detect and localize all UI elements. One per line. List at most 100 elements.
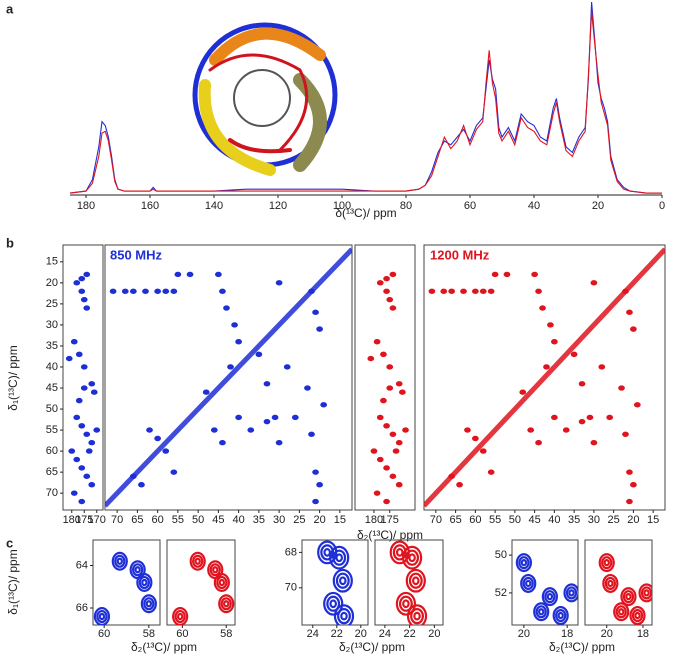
contour-peak <box>329 545 350 570</box>
contour-peak <box>557 611 564 620</box>
peak <box>316 482 323 488</box>
peak <box>402 427 409 433</box>
x-tick-label: 175 <box>75 514 93 526</box>
y-tick-label: 35 <box>46 340 58 352</box>
contour-peak <box>601 556 613 570</box>
peak <box>386 364 394 370</box>
x-tick-label: 20 <box>313 514 325 526</box>
plot-body <box>389 540 428 625</box>
x-tick-label: 58 <box>143 628 155 640</box>
peak <box>219 288 226 294</box>
peak <box>527 427 535 433</box>
contour-peak <box>98 612 106 621</box>
x-tick-label: 35 <box>568 514 580 526</box>
contour-peak <box>402 599 410 609</box>
peak <box>386 385 394 391</box>
peak <box>65 355 73 362</box>
ribbon <box>233 69 291 127</box>
plot-body <box>424 247 665 508</box>
plot-body <box>70 2 662 194</box>
peak <box>154 288 161 294</box>
plot-frame <box>374 539 444 626</box>
contour-peak <box>114 554 126 568</box>
peak <box>78 498 86 505</box>
peak <box>219 439 226 446</box>
peak <box>535 439 542 446</box>
contour-peak <box>140 594 157 614</box>
peak <box>472 435 479 442</box>
peak <box>235 414 242 421</box>
contour-peak <box>335 553 343 563</box>
x-tick-label: 30 <box>588 514 600 526</box>
contour-peak <box>329 599 337 609</box>
peak <box>88 439 96 446</box>
x-tick-label: 120 <box>269 200 287 212</box>
y-tick-label: 64 <box>76 559 88 571</box>
chart: 24 22 20 <box>374 539 444 640</box>
contour-peak <box>520 559 528 567</box>
contour-peak <box>408 553 416 563</box>
peak <box>464 427 471 433</box>
peak <box>70 490 78 496</box>
plot-body <box>105 247 352 508</box>
contour-peak <box>563 583 578 603</box>
contour-peak <box>625 593 632 601</box>
contour-peak <box>405 549 420 566</box>
peak <box>622 431 629 437</box>
y-tick-label: 20 <box>46 277 58 289</box>
contour-peak <box>640 586 652 600</box>
peak <box>129 288 137 294</box>
peak <box>78 423 86 429</box>
plot-frame <box>511 539 579 626</box>
peak <box>223 305 230 311</box>
protein-illustration <box>192 22 338 176</box>
diagonal <box>105 247 352 508</box>
peak <box>80 296 88 303</box>
peak <box>395 482 403 488</box>
x-tick-label: 60 <box>176 628 188 640</box>
contour-peak <box>189 551 206 571</box>
x-tick-label: 180 <box>365 514 383 526</box>
peak <box>383 288 390 294</box>
x-axis-label: δ₂(¹³C)/ ppm <box>339 640 405 654</box>
peak <box>395 439 403 446</box>
peak <box>367 355 375 362</box>
x-tick-label: 18 <box>637 628 649 640</box>
panel-label: b <box>6 235 14 250</box>
y-tick-label: 45 <box>46 382 58 394</box>
x-tick-label: 24 <box>379 628 391 640</box>
x-tick-label: 15 <box>334 514 346 526</box>
spectrum-line <box>70 2 662 194</box>
x-tick-label: 65 <box>449 514 461 526</box>
peak <box>170 288 178 294</box>
contour-peak <box>520 573 537 593</box>
contour-peak <box>96 609 108 624</box>
x-tick-label: 60 <box>464 200 476 212</box>
x-tick-label: 60 <box>469 514 481 526</box>
y-tick-label: 50 <box>46 403 58 415</box>
x-axis-label: δ(¹³C)/ ppm <box>335 206 396 220</box>
peak <box>90 389 98 395</box>
peak <box>590 280 598 286</box>
contour-peak <box>335 572 350 589</box>
plot-frame <box>62 244 104 511</box>
plot-body <box>317 540 355 625</box>
x-tick-label: 20 <box>355 628 367 640</box>
peak <box>83 431 91 437</box>
peak <box>373 339 381 345</box>
peak <box>626 469 633 475</box>
peak <box>88 482 96 488</box>
contour-peak <box>323 591 344 616</box>
plot-body <box>172 551 235 625</box>
x-tick-label: 25 <box>293 514 305 526</box>
peak <box>121 288 129 294</box>
contour-peak <box>213 572 230 592</box>
contour-peak <box>176 612 184 621</box>
contour-peak <box>138 575 151 590</box>
y-tick-label: 66 <box>76 602 88 614</box>
contour-peak <box>218 594 235 614</box>
peak <box>630 326 637 332</box>
y-tick-label: 50 <box>495 549 507 561</box>
peak <box>487 288 495 294</box>
chart: 1200 MHz 70 65 60 55 50 45 40 35 30 25 20 15 <box>423 244 666 526</box>
